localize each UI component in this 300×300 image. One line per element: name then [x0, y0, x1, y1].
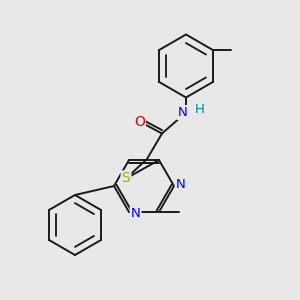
- Text: O: O: [134, 115, 145, 128]
- Text: N: N: [176, 178, 185, 191]
- Text: N: N: [178, 106, 187, 119]
- Text: N: N: [131, 207, 140, 220]
- Text: S: S: [122, 172, 130, 185]
- Text: H: H: [195, 103, 204, 116]
